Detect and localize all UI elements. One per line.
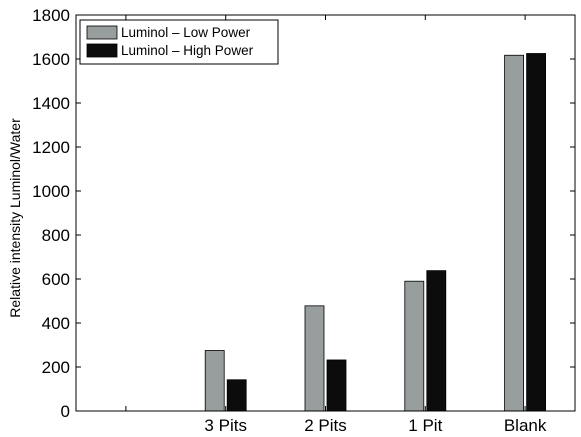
y-axis-label: Relative intensity Luminol/Water bbox=[7, 118, 23, 318]
x-tick-label: Blank bbox=[504, 416, 547, 435]
y-tick-label: 1200 bbox=[32, 138, 70, 157]
legend: Luminol – Low Power Luminol – High Power bbox=[79, 19, 279, 65]
y-tick-label: 600 bbox=[42, 270, 70, 289]
x-tick-label: 3 Pits bbox=[204, 416, 247, 435]
legend-entry-label: Luminol – High Power bbox=[121, 43, 254, 58]
bar-low-1-pit bbox=[404, 280, 425, 412]
x-tick-label: 2 Pits bbox=[304, 416, 347, 435]
y-tick-label: 1800 bbox=[32, 6, 70, 25]
legend-swatch bbox=[86, 43, 118, 58]
y-tick-label: 1400 bbox=[32, 94, 70, 113]
x-ticks-group: 3 Pits 2 Pits 1 Pit Blank bbox=[125, 15, 547, 435]
bar-high-2-pits bbox=[326, 359, 347, 412]
bar-low-2-pits bbox=[304, 305, 325, 412]
legend-entry-label: Luminol – Low Power bbox=[121, 25, 251, 40]
x-tick-label: 1 Pit bbox=[408, 416, 442, 435]
bar-high-3-pits bbox=[226, 379, 247, 412]
bar-high-1-pit bbox=[426, 270, 447, 412]
y-tick-label: 800 bbox=[42, 226, 70, 245]
y-tick-label: 200 bbox=[42, 358, 70, 377]
plot-frame bbox=[75, 14, 576, 412]
y-tick-label: 1000 bbox=[32, 182, 70, 201]
bar-low-blank bbox=[504, 54, 525, 412]
bar-low-3-pits bbox=[204, 350, 225, 412]
bar-high-blank bbox=[526, 53, 546, 412]
y-tick-label: 400 bbox=[42, 314, 70, 333]
y-ticks-group: 0 200 400 600 800 1000 1200 1400 1600 1800 bbox=[32, 6, 575, 421]
bars-group bbox=[204, 53, 546, 412]
legend-swatch bbox=[86, 25, 118, 40]
y-tick-label: 1600 bbox=[32, 50, 70, 69]
y-tick-label: 0 bbox=[61, 402, 70, 421]
